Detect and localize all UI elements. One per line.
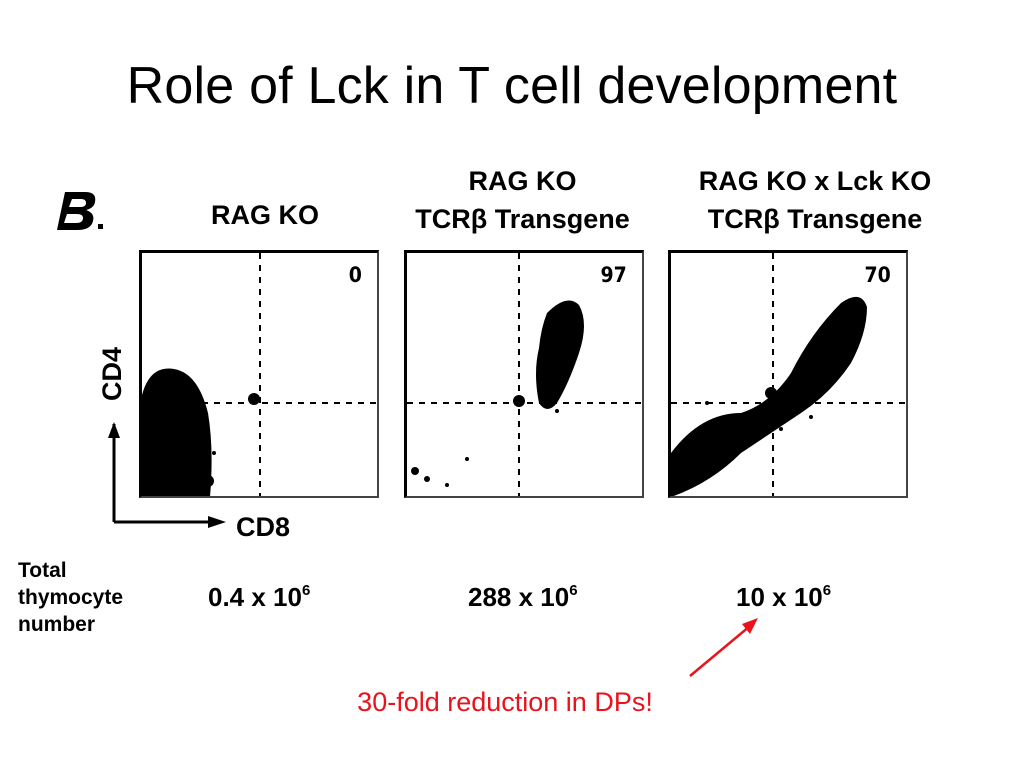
column-header-2: RAG KO TCRβ Transgene bbox=[380, 162, 665, 238]
x-axis-label: CD8 bbox=[236, 512, 291, 542]
facs-plot-rag-ko: 0 bbox=[139, 250, 379, 498]
thymocyte-count-1: 0.4 x 106 bbox=[208, 574, 310, 614]
column-header-2-line1: RAG KO bbox=[468, 166, 577, 196]
facs-plot-1-graphic bbox=[142, 253, 377, 496]
facs-plot-3-graphic bbox=[671, 253, 906, 496]
thymocyte-count-1-base: 0.4 x 10 bbox=[208, 582, 302, 612]
column-header-1-line2: RAG KO bbox=[211, 200, 319, 230]
column-header-3: RAG KO x Lck KO TCRβ Transgene bbox=[660, 162, 970, 238]
thymocyte-count-3: 10 x 106 bbox=[736, 574, 831, 614]
column-header-2-line2: TCRβ Transgene bbox=[415, 204, 630, 234]
column-header-1: RAG KO bbox=[160, 196, 370, 234]
quadrant-value-3: 70 bbox=[864, 263, 891, 287]
total-thymocyte-label: Total thymocyte number bbox=[18, 559, 124, 636]
thymocyte-count-1-exp: 6 bbox=[301, 582, 311, 599]
facs-plot-rag-lck-ko-tcrb: 70 bbox=[668, 250, 908, 498]
thymocyte-count-3-exp: 6 bbox=[822, 582, 832, 599]
facs-plot-2-graphic bbox=[407, 253, 642, 496]
panel-label-b bbox=[55, 188, 105, 232]
quadrant-value-1: 0 bbox=[349, 263, 363, 287]
slide-title: Role of Lck in T cell development bbox=[126, 57, 898, 115]
axis-arrows-icon bbox=[108, 422, 226, 528]
annotation-arrow-icon bbox=[689, 618, 758, 677]
y-axis-label: CD4 bbox=[97, 347, 127, 402]
quadrant-value-2: 97 bbox=[600, 263, 627, 287]
column-header-3-line1: RAG KO x Lck KO bbox=[698, 166, 932, 196]
column-header-3-line2: TCRβ Transgene bbox=[707, 204, 923, 234]
thymocyte-count-2-base: 288 x 10 bbox=[468, 582, 570, 612]
thymocyte-count-2-exp: 6 bbox=[569, 582, 578, 599]
thymocyte-count-3-base: 10 x 10 bbox=[736, 582, 823, 612]
thymocyte-count-2: 288 x 106 bbox=[468, 574, 578, 614]
panel-letter-b-icon bbox=[57, 192, 103, 230]
facs-plot-rag-ko-tcrb: 97 bbox=[404, 250, 644, 498]
annotation-text: 30-fold reduction in DPs! bbox=[357, 687, 653, 717]
